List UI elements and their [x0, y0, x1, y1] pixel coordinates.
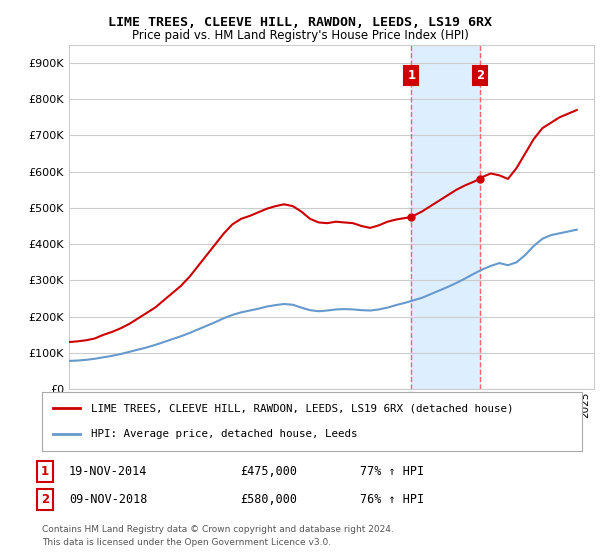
Text: 1: 1: [407, 69, 415, 82]
Text: £580,000: £580,000: [240, 493, 297, 506]
Text: 2: 2: [41, 493, 49, 506]
Text: £475,000: £475,000: [240, 465, 297, 478]
Text: 1: 1: [41, 465, 49, 478]
Text: 19-NOV-2014: 19-NOV-2014: [69, 465, 148, 478]
Bar: [412, 45, 480, 389]
Text: This data is licensed under the Open Government Licence v3.0.: This data is licensed under the Open Gov…: [42, 538, 331, 547]
Text: Price paid vs. HM Land Registry's House Price Index (HPI): Price paid vs. HM Land Registry's House …: [131, 29, 469, 42]
Text: LIME TREES, CLEEVE HILL, RAWDON, LEEDS, LS19 6RX: LIME TREES, CLEEVE HILL, RAWDON, LEEDS, …: [108, 16, 492, 29]
Text: 76% ↑ HPI: 76% ↑ HPI: [360, 493, 424, 506]
Text: 2: 2: [476, 69, 484, 82]
Text: 77% ↑ HPI: 77% ↑ HPI: [360, 465, 424, 478]
Text: 09-NOV-2018: 09-NOV-2018: [69, 493, 148, 506]
Text: Contains HM Land Registry data © Crown copyright and database right 2024.: Contains HM Land Registry data © Crown c…: [42, 525, 394, 534]
Text: HPI: Average price, detached house, Leeds: HPI: Average price, detached house, Leed…: [91, 430, 357, 440]
Text: LIME TREES, CLEEVE HILL, RAWDON, LEEDS, LS19 6RX (detached house): LIME TREES, CLEEVE HILL, RAWDON, LEEDS, …: [91, 403, 513, 413]
